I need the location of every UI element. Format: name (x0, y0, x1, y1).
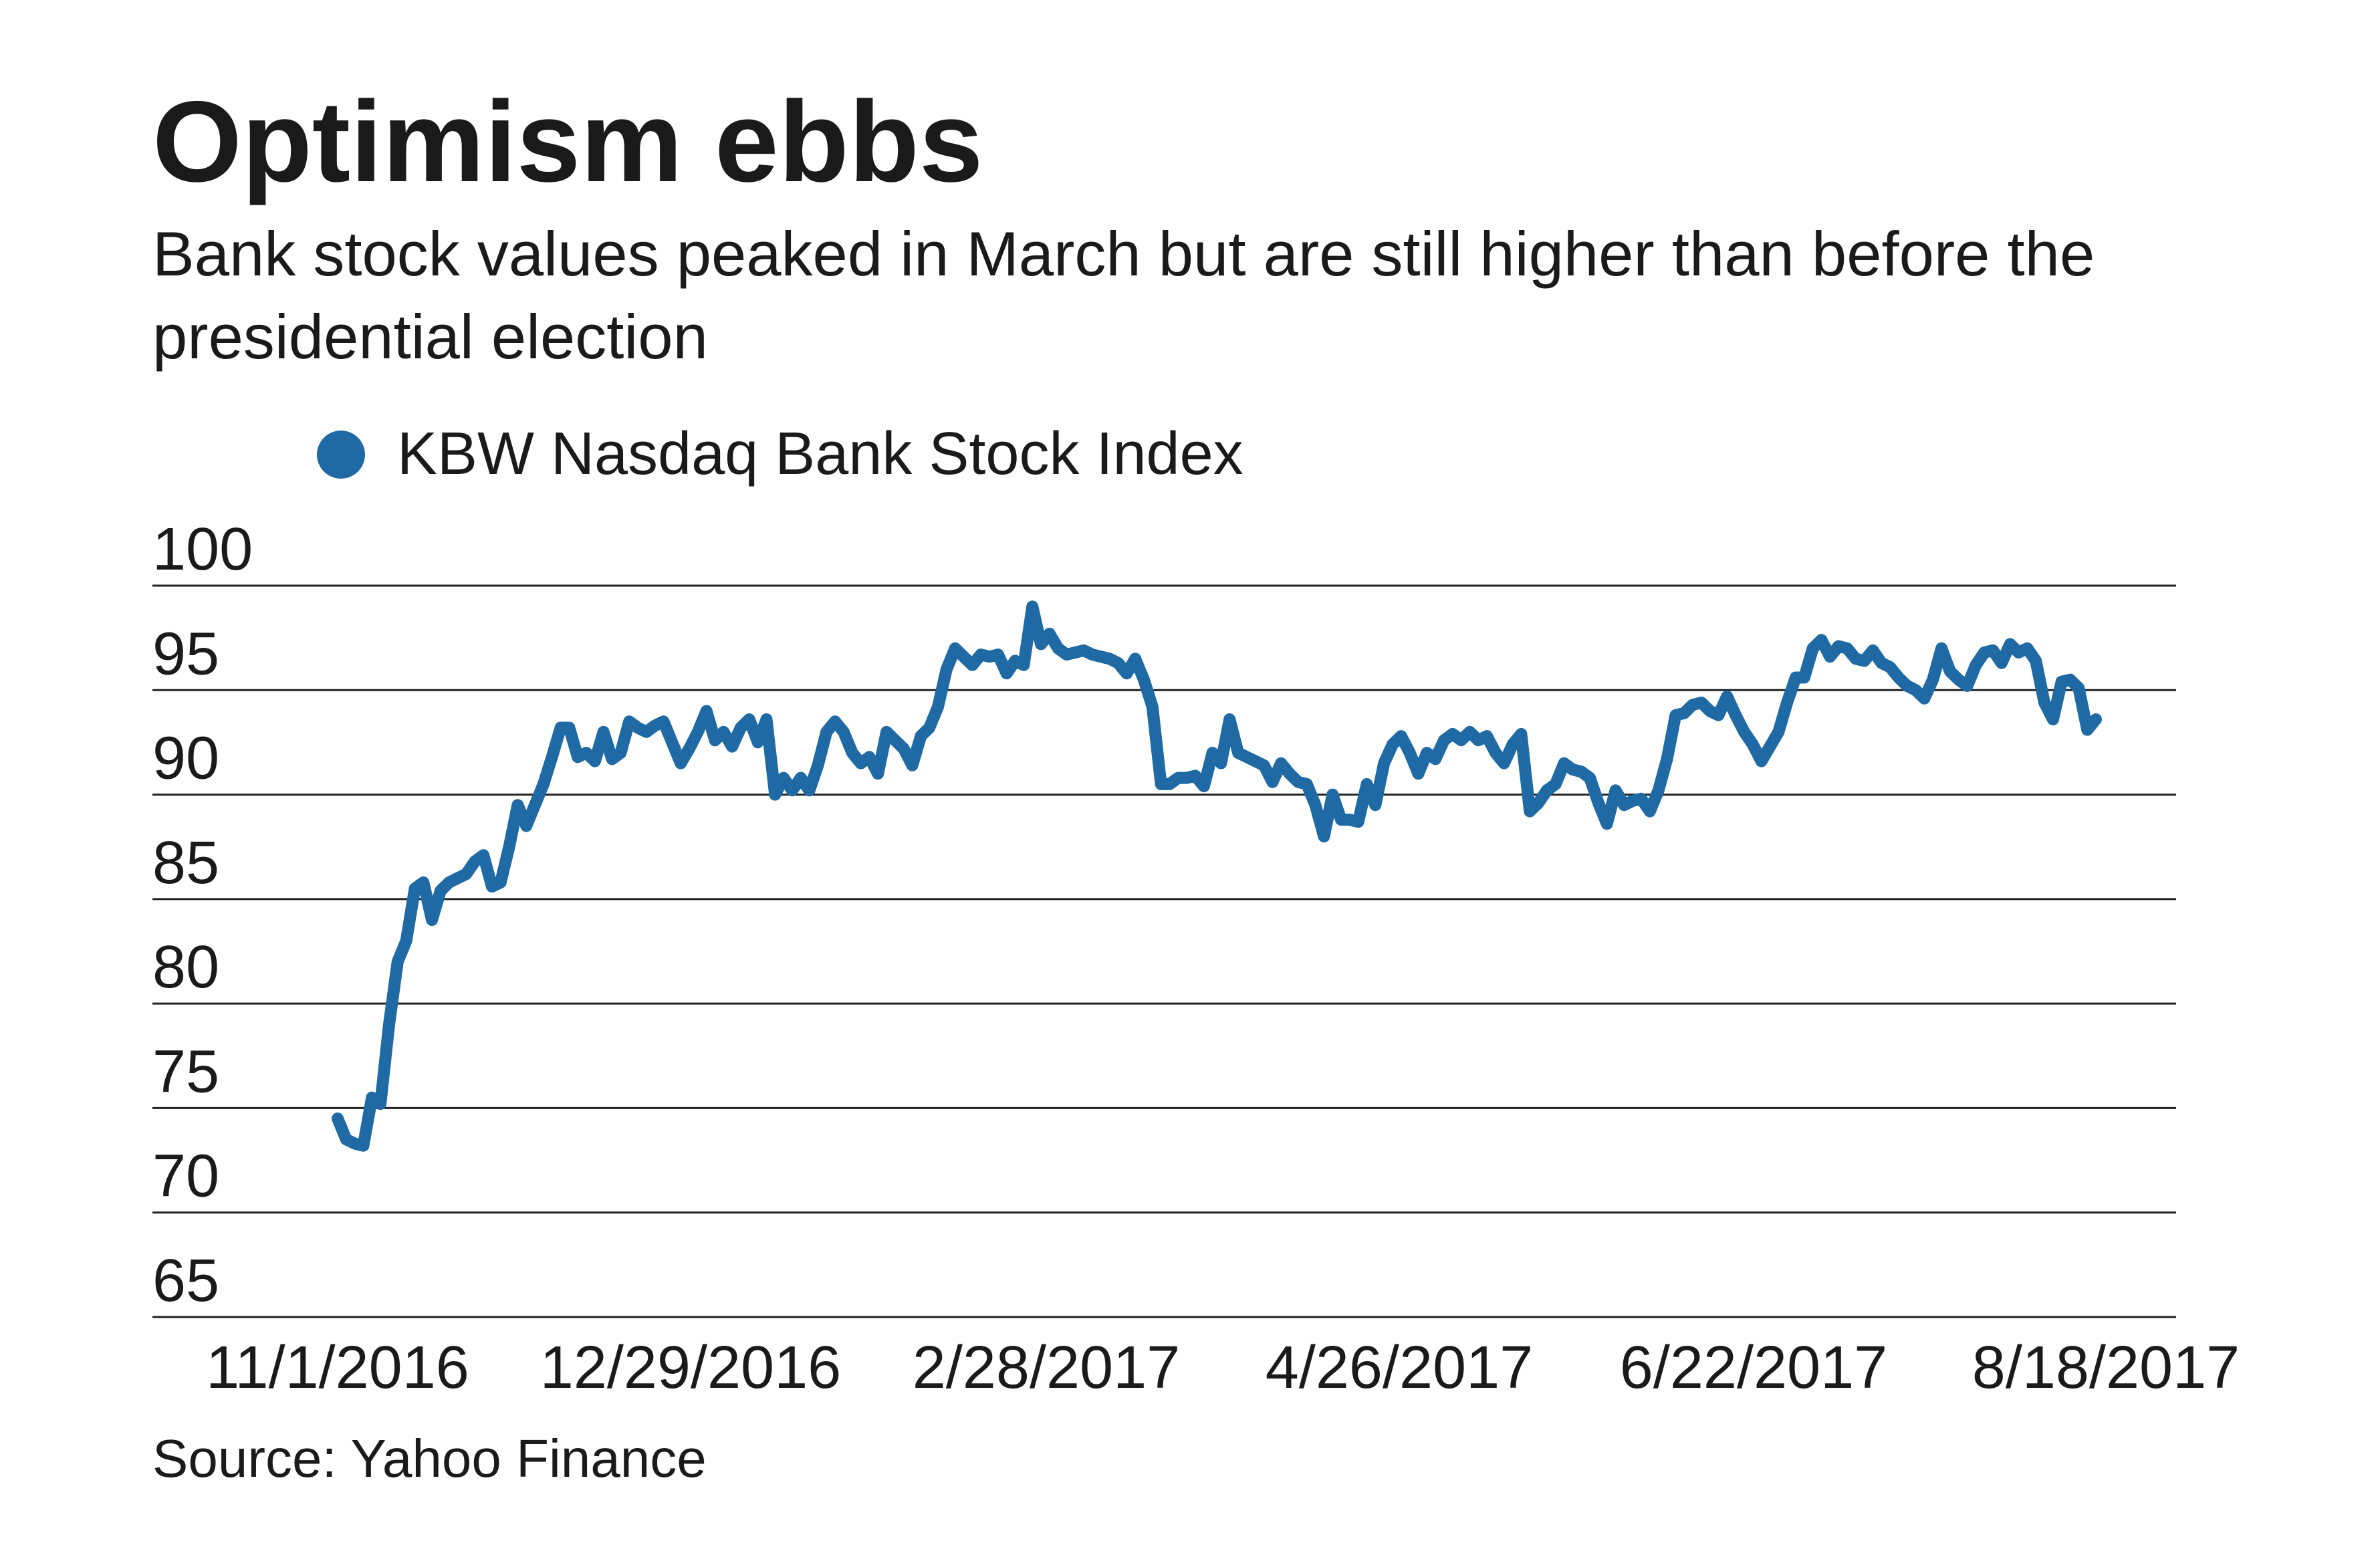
y-tick-label: 65 (152, 1247, 219, 1314)
x-tick-label: 2/28/2017 (913, 1334, 1180, 1401)
source-note: Source: Yahoo Finance (152, 1429, 707, 1488)
x-tick-label: 8/18/2017 (1972, 1334, 2240, 1401)
chart-title: Optimism ebbs (152, 78, 983, 206)
y-tick-label: 70 (152, 1143, 219, 1210)
y-tick-label: 75 (152, 1038, 219, 1105)
y-tick-label: 85 (152, 830, 219, 897)
y-tick-label: 80 (152, 934, 219, 1001)
series-line-kbw-index (332, 600, 2102, 1152)
x-tick-label: 4/26/2017 (1266, 1334, 1533, 1401)
legend: KBW Nasdaq Bank Stock Index (317, 420, 1243, 489)
y-tick-label: 95 (152, 620, 219, 687)
x-tick-label: 12/29/2016 (540, 1334, 841, 1401)
y-tick-label: 90 (152, 725, 219, 792)
x-tick-label: 6/22/2017 (1620, 1334, 1887, 1401)
legend-marker-dot (317, 430, 365, 479)
legend-label: KBW Nasdaq Bank Stock Index (397, 421, 1243, 487)
y-tick-label: 100 (152, 516, 253, 583)
x-tick-label: 11/1/2016 (206, 1334, 469, 1401)
chart-subtitle: Bank stock values peaked in March but ar… (152, 219, 2095, 372)
